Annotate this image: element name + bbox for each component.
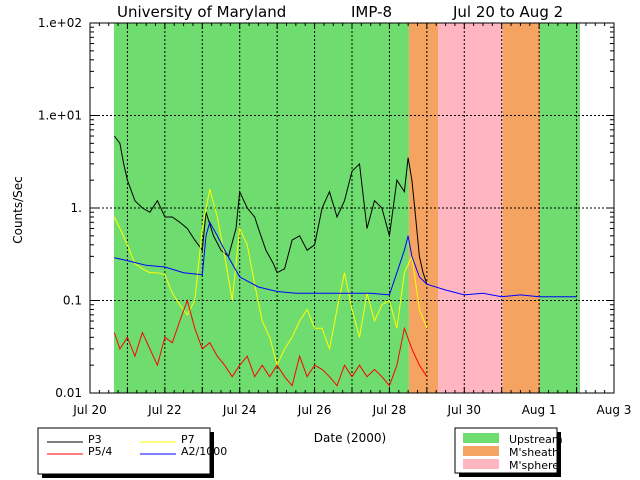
x-tick-label: Aug 3	[597, 403, 632, 417]
legend-label-upstream: Upstream	[509, 433, 563, 446]
y-tick-label: 0.01	[55, 386, 82, 400]
x-tick-label: Jul 22	[147, 403, 182, 417]
x-axis-label: Date (2000)	[314, 431, 386, 445]
y-tick-label: 1.e+01	[38, 109, 82, 123]
legend-label-p7: P7	[181, 433, 195, 446]
grid-lines	[90, 23, 614, 393]
y-tick-label: 1.	[71, 201, 82, 215]
x-tick-label: Jul 24	[222, 403, 257, 417]
series-line-p54	[113, 298, 428, 387]
legend-label-p54: P5/4	[88, 445, 112, 458]
region-legend: Upstream M'sheath M'sphere	[454, 427, 563, 477]
x-tick-label: Jul 20	[72, 403, 107, 417]
title-instrument: IMP-8	[351, 3, 392, 21]
y-tick-label: 1.e+02	[38, 16, 82, 30]
region-band	[502, 23, 540, 393]
data-series	[113, 135, 577, 387]
x-tick-label: Jul 26	[297, 403, 332, 417]
title-daterange: Jul 20 to Aug 2	[452, 3, 563, 21]
y-tick-label: 0.1	[63, 294, 82, 308]
x-tick-label: Jul 30	[447, 403, 482, 417]
x-tick-labels: Jul 20 Jul 22 Jul 24 Jul 26 Jul 28 Jul 3…	[72, 403, 631, 417]
axis-ticks	[89, 22, 615, 394]
y-tick-labels: 0.01 0.1 1. 1.e+01 1.e+02	[38, 16, 82, 400]
title-university: University of Maryland	[117, 3, 286, 21]
series-line-p7	[113, 188, 428, 367]
x-tick-label: Aug 1	[522, 403, 557, 417]
legend-label-a2: A2/1000	[181, 445, 227, 458]
legend-label-msheath: M'sheath	[509, 446, 559, 459]
series-line-p3	[113, 135, 428, 285]
series-legend: P3 P7 P5/4 A2/1000	[37, 427, 227, 478]
legend-swatch-msphere	[463, 459, 499, 469]
legend-swatch-msheath	[463, 446, 499, 456]
legend-swatch-upstream	[463, 433, 499, 443]
legend-label-p3: P3	[88, 433, 102, 446]
x-tick-label: Jul 28	[372, 403, 407, 417]
y-axis-label: Counts/Sec	[11, 176, 25, 244]
legend-label-msphere: M'sphere	[509, 459, 559, 472]
series-line-a21000	[114, 220, 577, 298]
